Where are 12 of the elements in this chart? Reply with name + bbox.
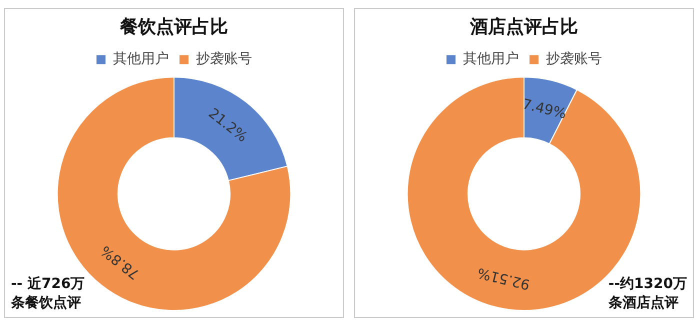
legend-label: 抄袭账号 xyxy=(196,51,252,68)
chart-title: 餐饮点评占比 xyxy=(119,16,228,38)
data-label: 7.49% xyxy=(520,96,568,122)
legend-label: 其他用户 xyxy=(463,51,519,68)
data-label: 92.51% xyxy=(476,264,532,292)
chart-title: 酒店点评占比 xyxy=(469,16,578,38)
text: -- 近726万 xyxy=(11,275,85,294)
legend-label: 抄袭账号 xyxy=(546,51,602,68)
text: --约1320万 xyxy=(608,275,687,294)
text: 条酒店点评 xyxy=(608,294,680,313)
text: 条餐饮点评 xyxy=(11,294,82,313)
legend-label: 其他用户 xyxy=(113,51,169,68)
